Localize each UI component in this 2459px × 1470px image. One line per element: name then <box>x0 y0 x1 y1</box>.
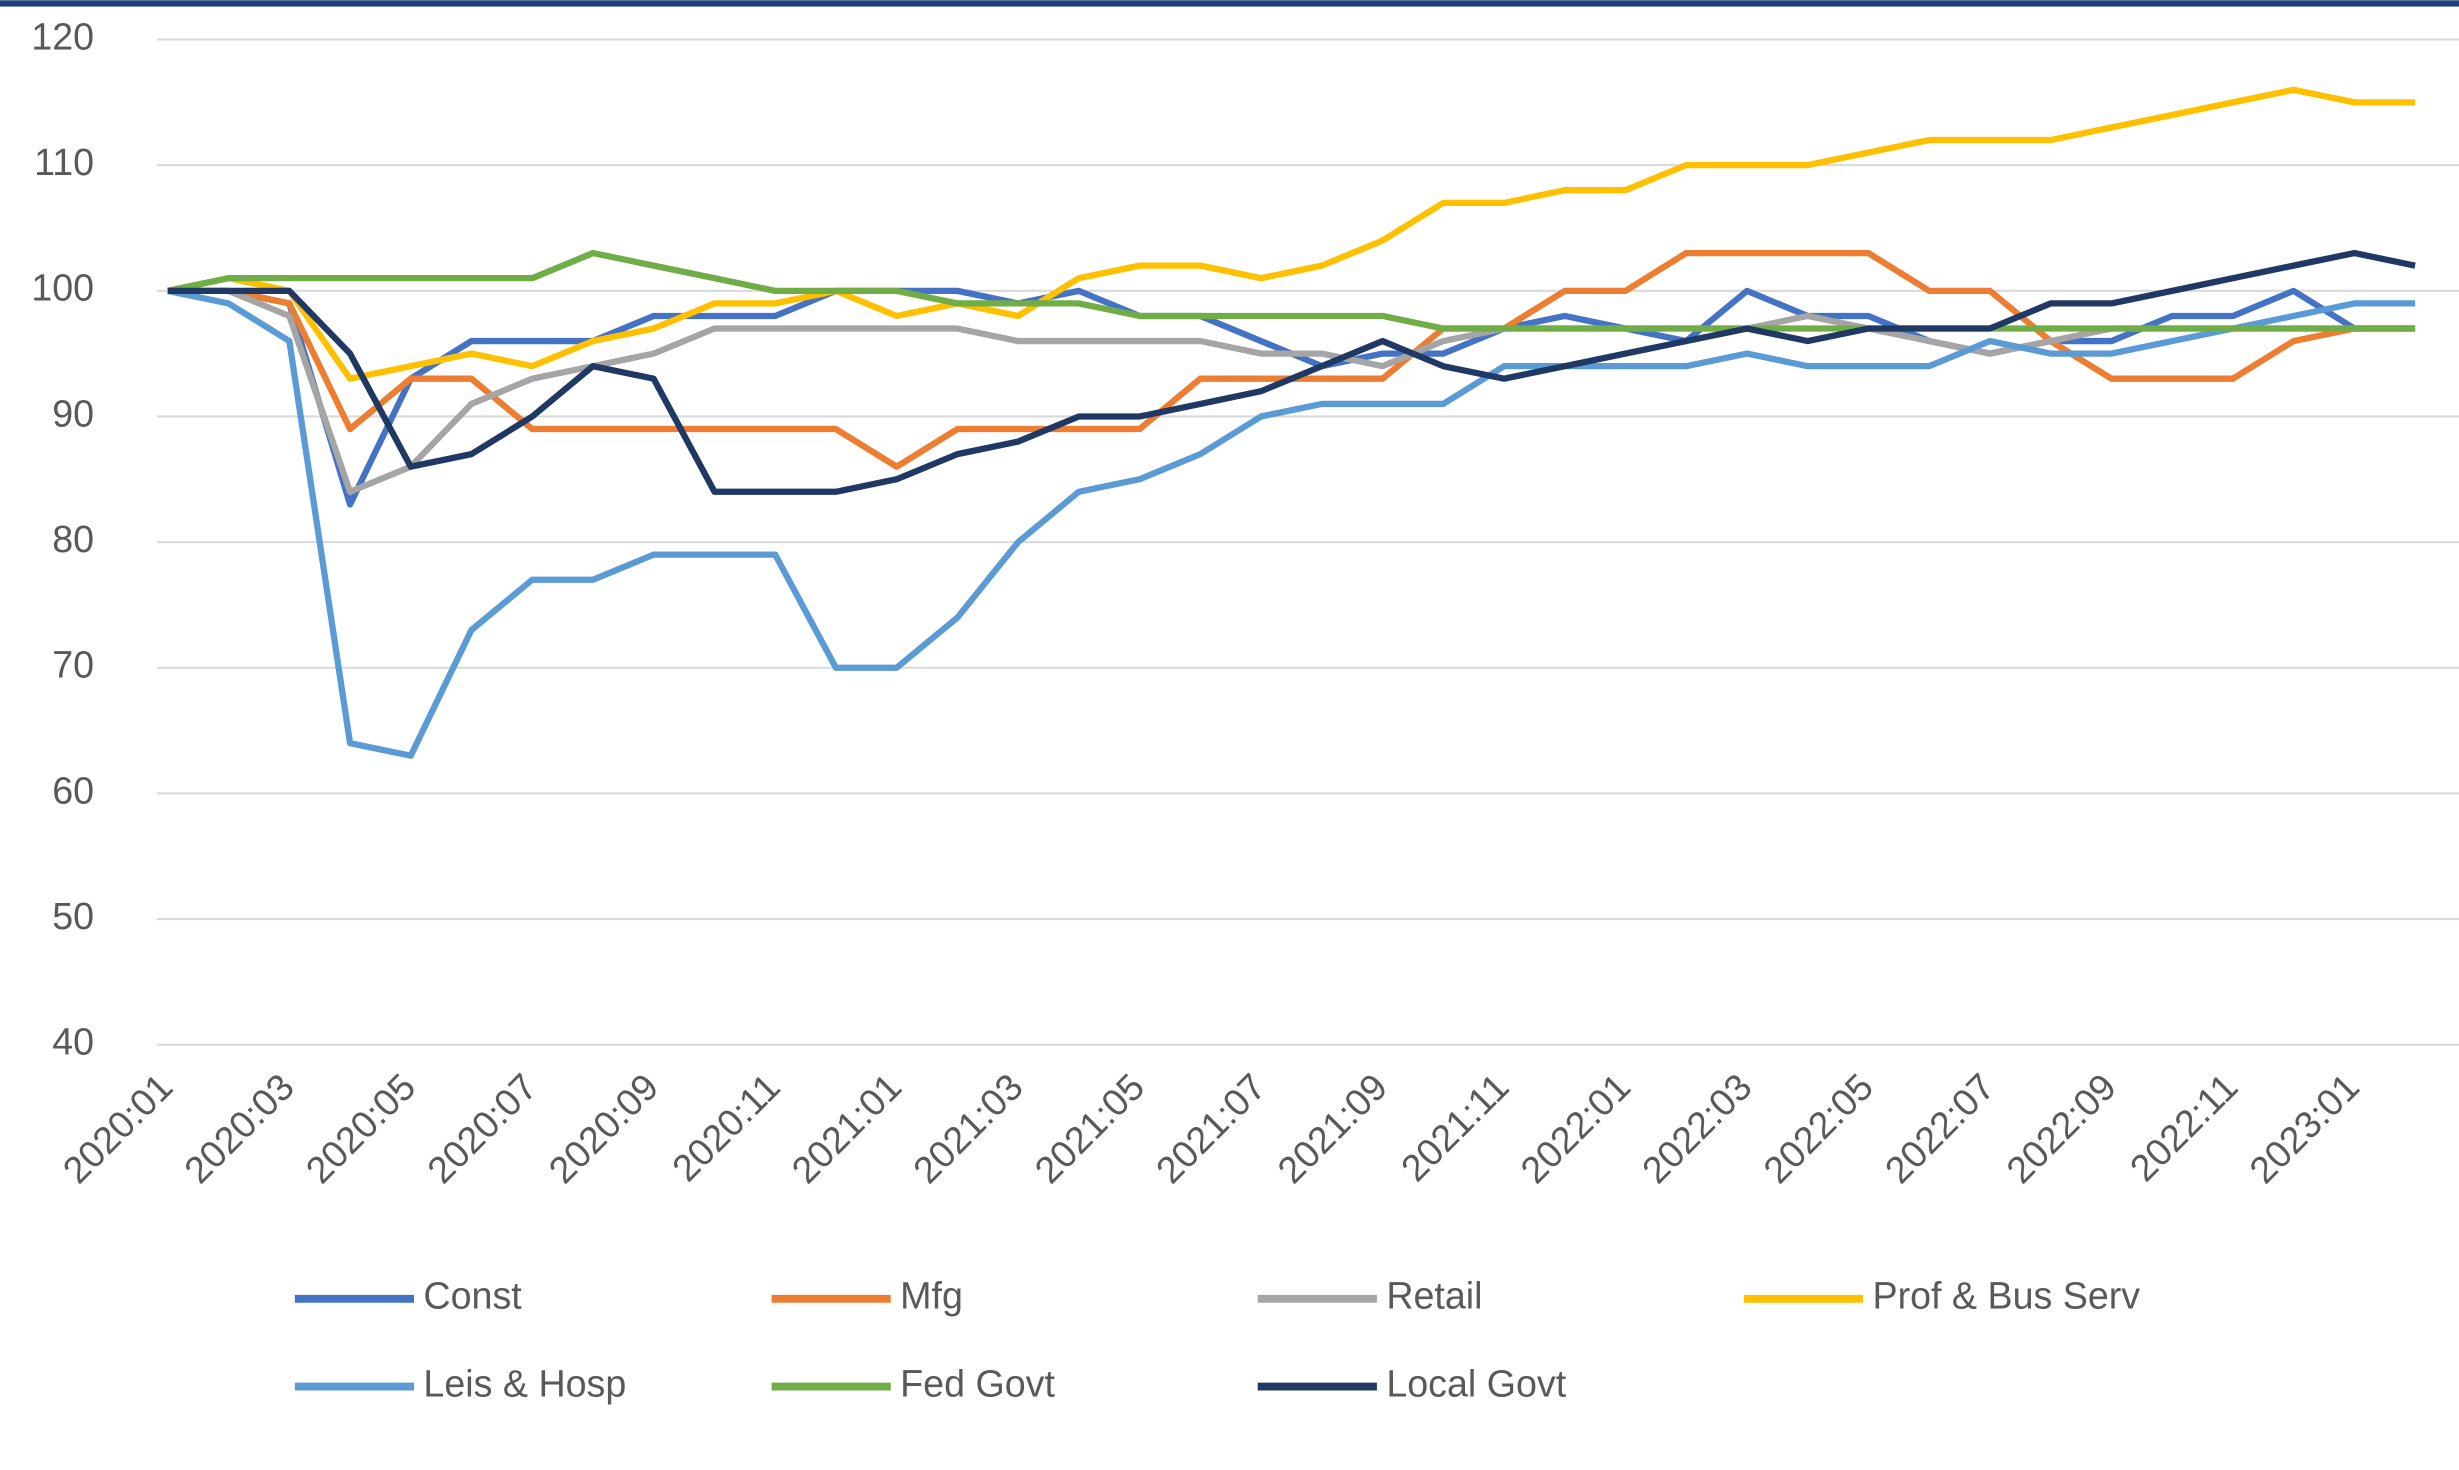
series-line <box>167 287 2416 495</box>
series-line <box>167 249 2416 332</box>
series-line <box>167 86 2416 382</box>
legend-label: Fed Govt <box>900 1363 1055 1405</box>
series-line <box>167 249 2416 495</box>
y-tick-label: 60 <box>52 769 94 811</box>
legend-label: Const <box>423 1275 522 1317</box>
legend-label: Local Govt <box>1386 1363 1566 1405</box>
legend-label: Prof & Bus Serv <box>1872 1275 2140 1317</box>
legend-label: Mfg <box>900 1275 963 1317</box>
y-tick-label: 90 <box>52 392 94 434</box>
legend-label: Retail <box>1386 1275 1482 1317</box>
y-tick-label: 120 <box>31 15 94 57</box>
y-tick-label: 40 <box>52 1021 94 1063</box>
y-tick-label: 110 <box>34 141 94 183</box>
y-tick-label: 50 <box>52 895 94 937</box>
series-line <box>167 287 2416 759</box>
y-tick-label: 80 <box>52 518 94 560</box>
y-tick-label: 70 <box>52 644 94 686</box>
y-tick-label: 100 <box>31 267 94 309</box>
top-border <box>0 0 2459 7</box>
legend-label: Leis & Hosp <box>423 1363 626 1405</box>
